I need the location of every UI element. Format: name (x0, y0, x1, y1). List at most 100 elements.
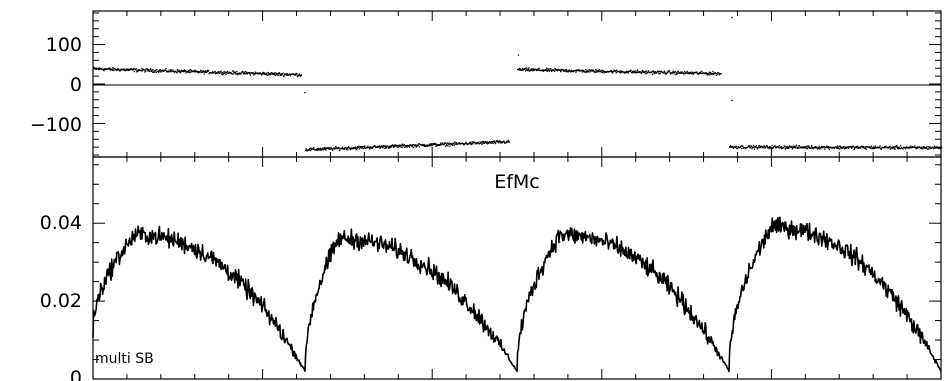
data-point (213, 72, 215, 74)
data-point (835, 146, 837, 148)
data-point (822, 147, 824, 149)
data-point (541, 69, 544, 71)
data-point (715, 72, 717, 75)
data-point (709, 74, 711, 76)
data-point (220, 70, 222, 72)
data-point (214, 70, 216, 73)
data-point (559, 69, 561, 72)
data-point (937, 146, 939, 148)
data-point (519, 69, 521, 71)
data-point (216, 72, 218, 74)
data-point (816, 146, 818, 148)
data-point (355, 148, 357, 151)
data-point (308, 149, 310, 151)
data-point (455, 143, 457, 145)
data-point (280, 73, 283, 75)
data-point (916, 146, 918, 148)
data-point (486, 143, 488, 145)
data-point (762, 146, 765, 148)
data-point (676, 72, 678, 74)
data-point (521, 67, 524, 70)
data-point (643, 71, 646, 74)
data-point (795, 144, 798, 146)
data-point (160, 71, 162, 73)
data-point (564, 69, 566, 71)
data-point (372, 147, 374, 149)
data-point (343, 148, 346, 150)
data-point (224, 72, 226, 74)
data-point (278, 72, 281, 74)
bottom-panel-title: EfMc (494, 171, 540, 193)
data-point (615, 72, 617, 74)
data-point (197, 71, 199, 73)
efmc-series-line (92, 216, 942, 373)
data-point (620, 71, 623, 73)
data-point (856, 145, 858, 148)
data-point (825, 146, 827, 149)
data-point (923, 147, 925, 149)
data-point (346, 147, 349, 149)
data-point (898, 146, 900, 149)
data-point (486, 141, 488, 143)
data-point (797, 146, 799, 148)
data-point (451, 144, 453, 146)
data-point (732, 146, 734, 149)
data-point (273, 73, 275, 75)
data-point (654, 70, 656, 73)
data-point (787, 147, 789, 150)
data-point (399, 145, 401, 147)
data-point (335, 146, 337, 149)
data-point (600, 71, 602, 73)
data-point (425, 145, 427, 148)
data-point (184, 69, 186, 72)
data-point (545, 69, 547, 72)
data-point (787, 146, 789, 149)
data-point (243, 72, 245, 74)
data-point (203, 71, 205, 73)
data-point (416, 145, 418, 147)
data-point (770, 147, 772, 149)
data-point (132, 68, 134, 71)
data-point (242, 71, 244, 73)
data-point (111, 68, 113, 70)
data-point (426, 145, 429, 147)
data-point (764, 146, 767, 149)
data-point (855, 146, 857, 149)
data-point (528, 67, 530, 69)
data-point (433, 143, 435, 145)
data-point (338, 147, 340, 149)
data-point (780, 146, 782, 148)
data-point (686, 72, 688, 74)
data-point (705, 72, 707, 75)
data-point (305, 148, 307, 150)
data-point (747, 146, 749, 148)
data-point (595, 70, 597, 72)
data-point (265, 73, 267, 75)
data-point (588, 69, 591, 71)
data-point (153, 71, 155, 73)
data-point (847, 146, 849, 148)
data-point (167, 71, 170, 73)
data-point (137, 69, 139, 71)
data-point (772, 147, 774, 149)
data-point (782, 147, 784, 149)
data-point (796, 147, 799, 149)
data-point (487, 142, 489, 145)
data-point (413, 144, 415, 146)
data-point (388, 146, 390, 148)
data-point (187, 70, 189, 72)
data-point (262, 73, 264, 75)
data-point (345, 148, 348, 151)
data-point (236, 73, 239, 75)
data-point (264, 72, 266, 74)
data-point (362, 148, 365, 150)
data-point (474, 143, 476, 145)
data-point (559, 69, 561, 71)
data-point (104, 68, 106, 70)
data-point (180, 71, 182, 73)
data-point (902, 148, 904, 150)
data-point (612, 71, 614, 73)
data-point (276, 73, 278, 76)
data-point (753, 148, 756, 150)
data-point (462, 143, 465, 145)
